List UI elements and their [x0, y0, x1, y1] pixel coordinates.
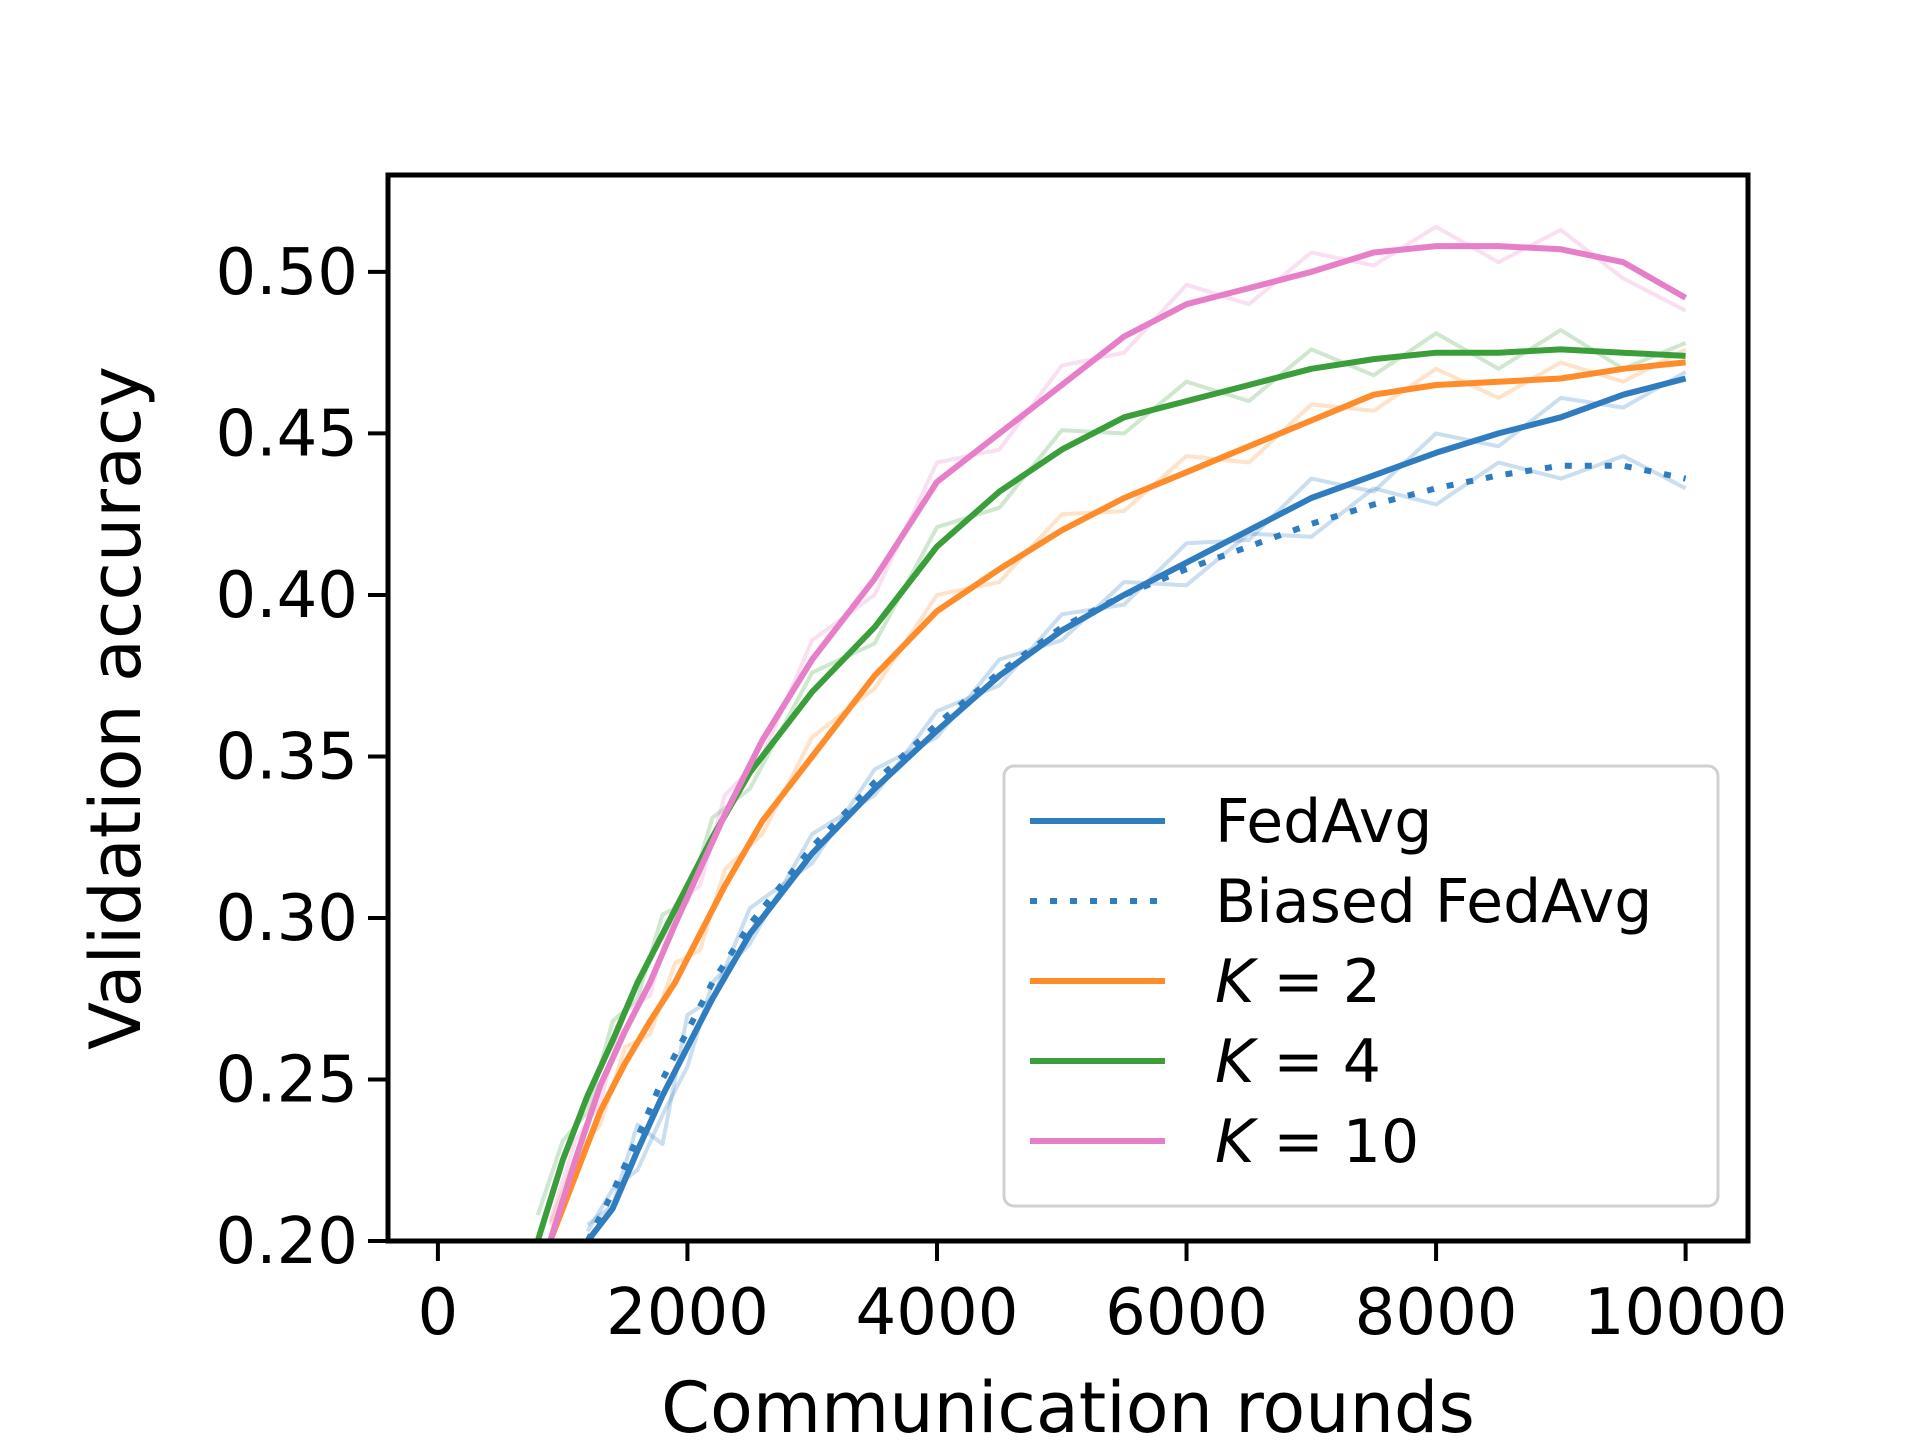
series-line-k-2 — [547, 359, 1686, 1241]
legend-label-k-2: K = 2 — [1215, 947, 1381, 1017]
series-line-k-4 — [534, 346, 1686, 1241]
x-tick-label-10000: 10000 — [1584, 1276, 1788, 1350]
y-tick-label-0.35: 0.35 — [216, 720, 359, 794]
y-tick-label-0.25: 0.25 — [216, 1043, 359, 1117]
plot-frame — [385, 172, 1751, 1244]
series-line-fedavg — [585, 375, 1687, 1241]
series-line-biased-fedavg — [584, 462, 1687, 1241]
legend-label-k-10: K = 10 — [1215, 1107, 1419, 1177]
x-axis-label: Communication rounds — [661, 1367, 1475, 1440]
y-axis-label: Validation accuracy — [75, 366, 157, 1050]
y-tick-label-0.30: 0.30 — [216, 882, 359, 956]
series-line-k-10 — [547, 243, 1688, 1241]
x-tick-label-6000: 6000 — [1105, 1276, 1268, 1350]
y-axis: 0.20 0.25 0.30 0.35 0.40 0.45 0.50 — [216, 236, 388, 1279]
x-tick-label-0: 0 — [418, 1276, 459, 1350]
y-tick-label-0.45: 0.45 — [216, 397, 359, 471]
x-tick-label-2000: 2000 — [606, 1276, 769, 1350]
x-tick-label-8000: 8000 — [1355, 1276, 1518, 1350]
x-tick-label-4000: 4000 — [856, 1276, 1019, 1350]
y-tick-label-0.20: 0.20 — [216, 1205, 359, 1279]
smoothed-series-group — [534, 243, 1688, 1241]
legend-box — [1002, 764, 1720, 1208]
x-axis: 0 2000 4000 6000 8000 10000 — [418, 1241, 1788, 1350]
legend-label-k-4: K = 4 — [1215, 1027, 1381, 1097]
legend: FedAvg Biased FedAvg K = 2 K = 4 K = 10 — [1002, 764, 1720, 1208]
y-tick-label-0.40: 0.40 — [216, 559, 359, 633]
y-tick-label-0.50: 0.50 — [216, 236, 359, 310]
legend-label-fedavg: FedAvg — [1215, 787, 1432, 857]
legend-label-biased-fedavg: Biased FedAvg — [1215, 867, 1652, 937]
